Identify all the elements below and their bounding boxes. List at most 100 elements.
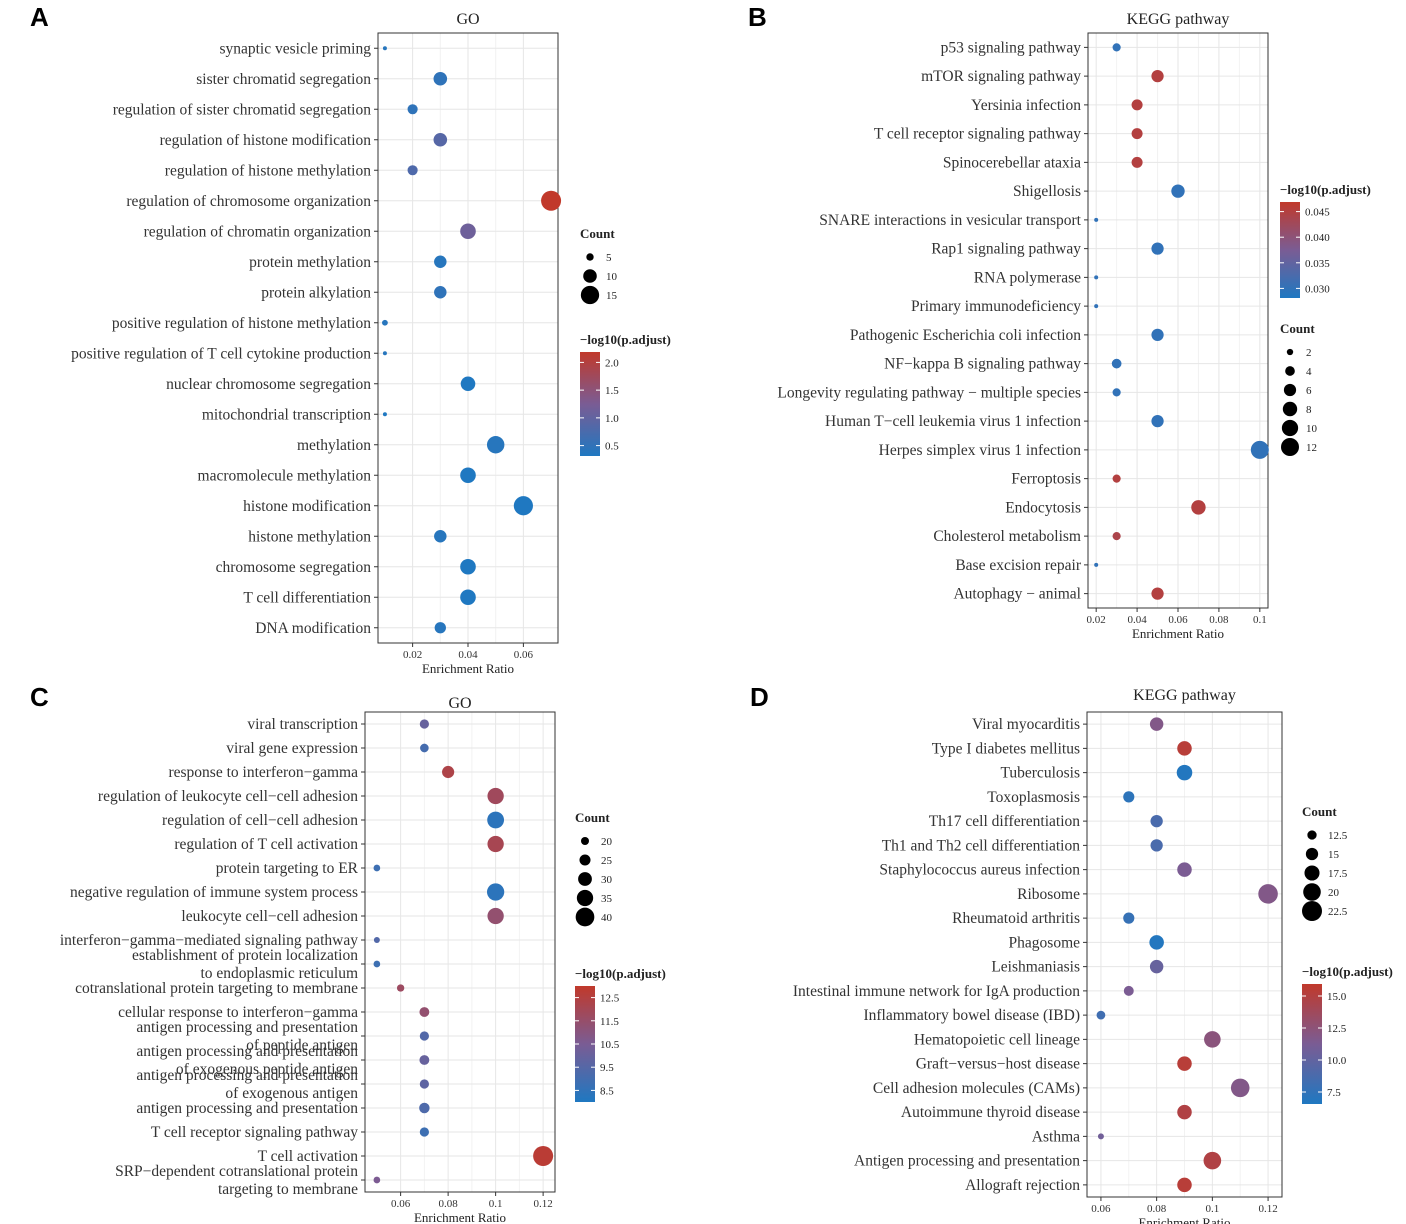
data-point bbox=[419, 1055, 430, 1065]
data-point bbox=[396, 984, 405, 992]
data-point bbox=[1096, 1010, 1106, 1020]
count-legend-label: 8 bbox=[1306, 404, 1312, 416]
count-legend-dot bbox=[579, 854, 591, 866]
data-point bbox=[460, 467, 476, 484]
data-point bbox=[419, 719, 430, 729]
category-label: histone methylation bbox=[248, 528, 371, 545]
data-point bbox=[1151, 328, 1164, 341]
data-point bbox=[460, 558, 476, 575]
category-label-line2: of peptide antigen bbox=[246, 1037, 358, 1054]
data-point bbox=[1123, 912, 1135, 924]
category-label: Th1 and Th2 cell differentiation bbox=[882, 837, 1081, 854]
category-label: SRP−dependent cotranslational protein bbox=[115, 1163, 358, 1180]
category-label: Human T−cell leukemia virus 1 infection bbox=[825, 413, 1081, 430]
count-legend-label: 20 bbox=[1328, 887, 1340, 899]
color-legend-label: 0.030 bbox=[1305, 283, 1330, 295]
data-point bbox=[1094, 304, 1099, 309]
data-point bbox=[434, 622, 446, 634]
count-legend-dot bbox=[580, 285, 600, 305]
data-point bbox=[1176, 764, 1193, 781]
panel-label-c: C bbox=[30, 682, 49, 712]
color-legend-bar bbox=[575, 986, 595, 1102]
data-point bbox=[434, 530, 447, 543]
count-legend-dot bbox=[586, 253, 594, 261]
data-point bbox=[1151, 587, 1164, 600]
category-label: methylation bbox=[297, 437, 371, 454]
data-point bbox=[419, 1031, 430, 1041]
data-point bbox=[419, 1102, 430, 1114]
count-legend-label: 6 bbox=[1306, 385, 1312, 397]
count-legend-label: 2 bbox=[1306, 347, 1312, 359]
data-point bbox=[533, 1146, 554, 1166]
color-legend-bar bbox=[580, 352, 600, 456]
color-legend-label: 8.5 bbox=[600, 1085, 614, 1097]
count-legend-label: 40 bbox=[601, 912, 613, 924]
color-legend-label: 0.5 bbox=[605, 441, 619, 453]
color-legend-label: 2.0 bbox=[605, 357, 619, 369]
x-tick-label: 0.02 bbox=[403, 649, 422, 661]
category-label: regulation of leukocyte cell−cell adhesi… bbox=[98, 788, 358, 805]
plot-area bbox=[364, 711, 556, 1193]
count-legend-dot bbox=[1305, 847, 1319, 861]
x-axis-label: Enrichment Ratio bbox=[422, 661, 514, 676]
data-point bbox=[420, 743, 429, 753]
data-point bbox=[1177, 741, 1192, 756]
category-label: Asthma bbox=[1032, 1128, 1080, 1145]
count-legend-dot bbox=[1307, 830, 1317, 840]
data-point bbox=[1094, 562, 1099, 567]
count-legend-label: 17.5 bbox=[1328, 868, 1348, 880]
data-point bbox=[1112, 532, 1121, 541]
category-label: interferon−gamma−mediated signaling path… bbox=[60, 932, 358, 949]
color-legend-bar bbox=[1280, 202, 1300, 298]
color-legend-label: 0.040 bbox=[1305, 232, 1330, 244]
data-point bbox=[434, 255, 447, 268]
category-label: protein methylation bbox=[249, 254, 371, 271]
data-point bbox=[1149, 717, 1164, 731]
data-point bbox=[1171, 184, 1185, 198]
data-point bbox=[373, 864, 381, 872]
plot-border bbox=[1086, 711, 1283, 1198]
x-tick-label: 0.12 bbox=[534, 1198, 553, 1210]
data-point bbox=[1151, 70, 1164, 83]
count-legend-title: Count bbox=[1302, 804, 1337, 819]
color-legend-label: 11.5 bbox=[600, 1016, 619, 1028]
category-label: T cell receptor signaling pathway bbox=[874, 126, 1081, 143]
category-label: antigen processing and presentation bbox=[136, 1019, 358, 1036]
category-label: Phagosome bbox=[1009, 934, 1081, 951]
data-point bbox=[1094, 217, 1099, 222]
color-legend-title: −log10(p.adjust) bbox=[575, 966, 666, 981]
count-legend-dot bbox=[578, 872, 592, 886]
x-tick-label: 0.02 bbox=[1087, 614, 1106, 626]
data-point bbox=[1131, 99, 1143, 111]
count-legend-dot bbox=[575, 907, 595, 927]
count-legend-dot bbox=[576, 889, 594, 907]
color-legend-label: 12.5 bbox=[600, 993, 620, 1005]
data-point bbox=[1149, 935, 1164, 950]
x-tick-label: 0.1 bbox=[1205, 1203, 1219, 1215]
data-point bbox=[1177, 1177, 1192, 1193]
data-point bbox=[486, 436, 505, 454]
category-label: Th17 cell differentiation bbox=[929, 813, 1080, 830]
category-label: regulation of histone modification bbox=[160, 132, 372, 149]
data-point bbox=[513, 496, 533, 516]
category-label: Endocytosis bbox=[1005, 499, 1081, 516]
category-label: Shigellosis bbox=[1013, 183, 1081, 200]
chart-panel-1: KEGG pathway 0.02 0.04 0.06 0.08 0.1 Enrichmen… bbox=[777, 11, 1370, 641]
data-point bbox=[1191, 500, 1206, 515]
chart-panel-2: GO 0.06 0.08 0.1 0.12 Enrichment Ratio viral t… bbox=[60, 695, 666, 1224]
x-tick-label: 0.04 bbox=[1127, 614, 1147, 626]
count-legend-dot bbox=[583, 269, 597, 283]
count-legend-dot bbox=[1302, 901, 1322, 921]
count-legend-label: 4 bbox=[1306, 366, 1312, 378]
data-point bbox=[487, 907, 504, 925]
count-legend-label: 10 bbox=[606, 271, 618, 283]
category-label: Spinocerebellar ataxia bbox=[943, 154, 1081, 171]
category-label: Allograft rejection bbox=[965, 1177, 1080, 1194]
data-point bbox=[373, 1176, 381, 1184]
data-point bbox=[442, 765, 455, 779]
count-legend-dot bbox=[1304, 865, 1320, 881]
count-legend-label: 12 bbox=[1306, 442, 1317, 454]
x-tick-label: 0.06 bbox=[391, 1198, 411, 1210]
chart-title: KEGG pathway bbox=[1127, 11, 1230, 28]
